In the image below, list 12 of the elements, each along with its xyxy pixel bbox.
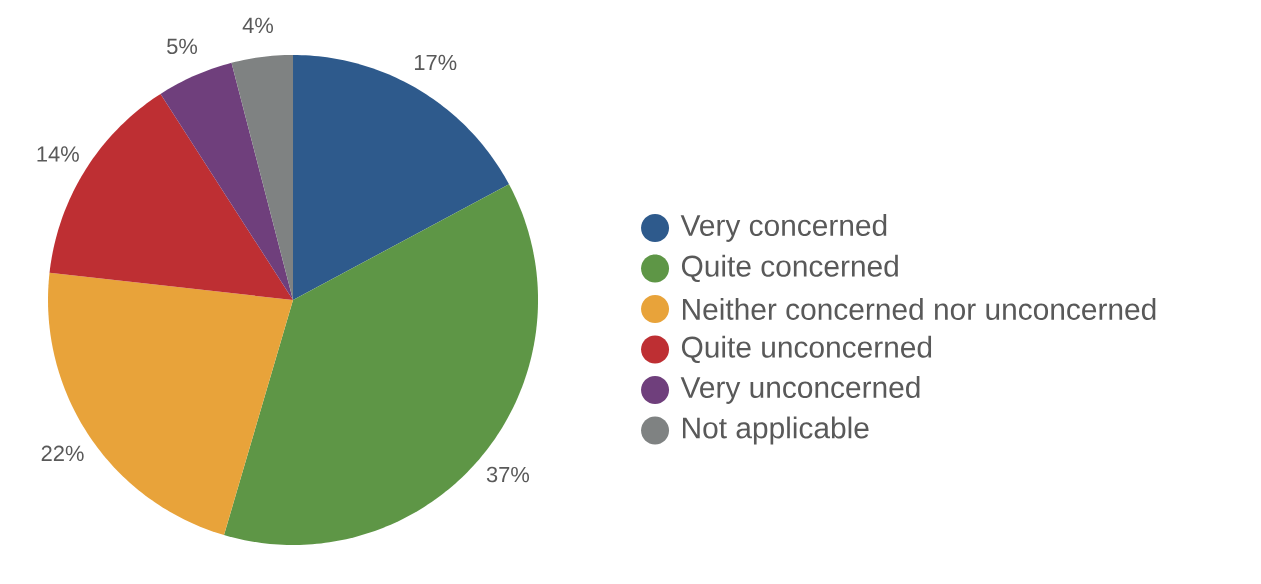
legend-label: Very unconcerned [680,376,920,404]
data-label: 37% [486,466,530,483]
legend-label: Very concerned [680,214,887,242]
legend-label: Not applicable [682,416,869,445]
data-label: 5% [167,38,198,55]
data-label: 22% [41,445,84,462]
legend-label: Quite unconcerned [681,335,932,364]
data-label: 14% [37,146,79,162]
legend-label: Neither concerned nor unconcerned [682,298,1156,320]
data-label: 17% [414,54,457,71]
legend-label: Quite concerned [681,254,898,283]
data-label: 4% [242,17,274,34]
